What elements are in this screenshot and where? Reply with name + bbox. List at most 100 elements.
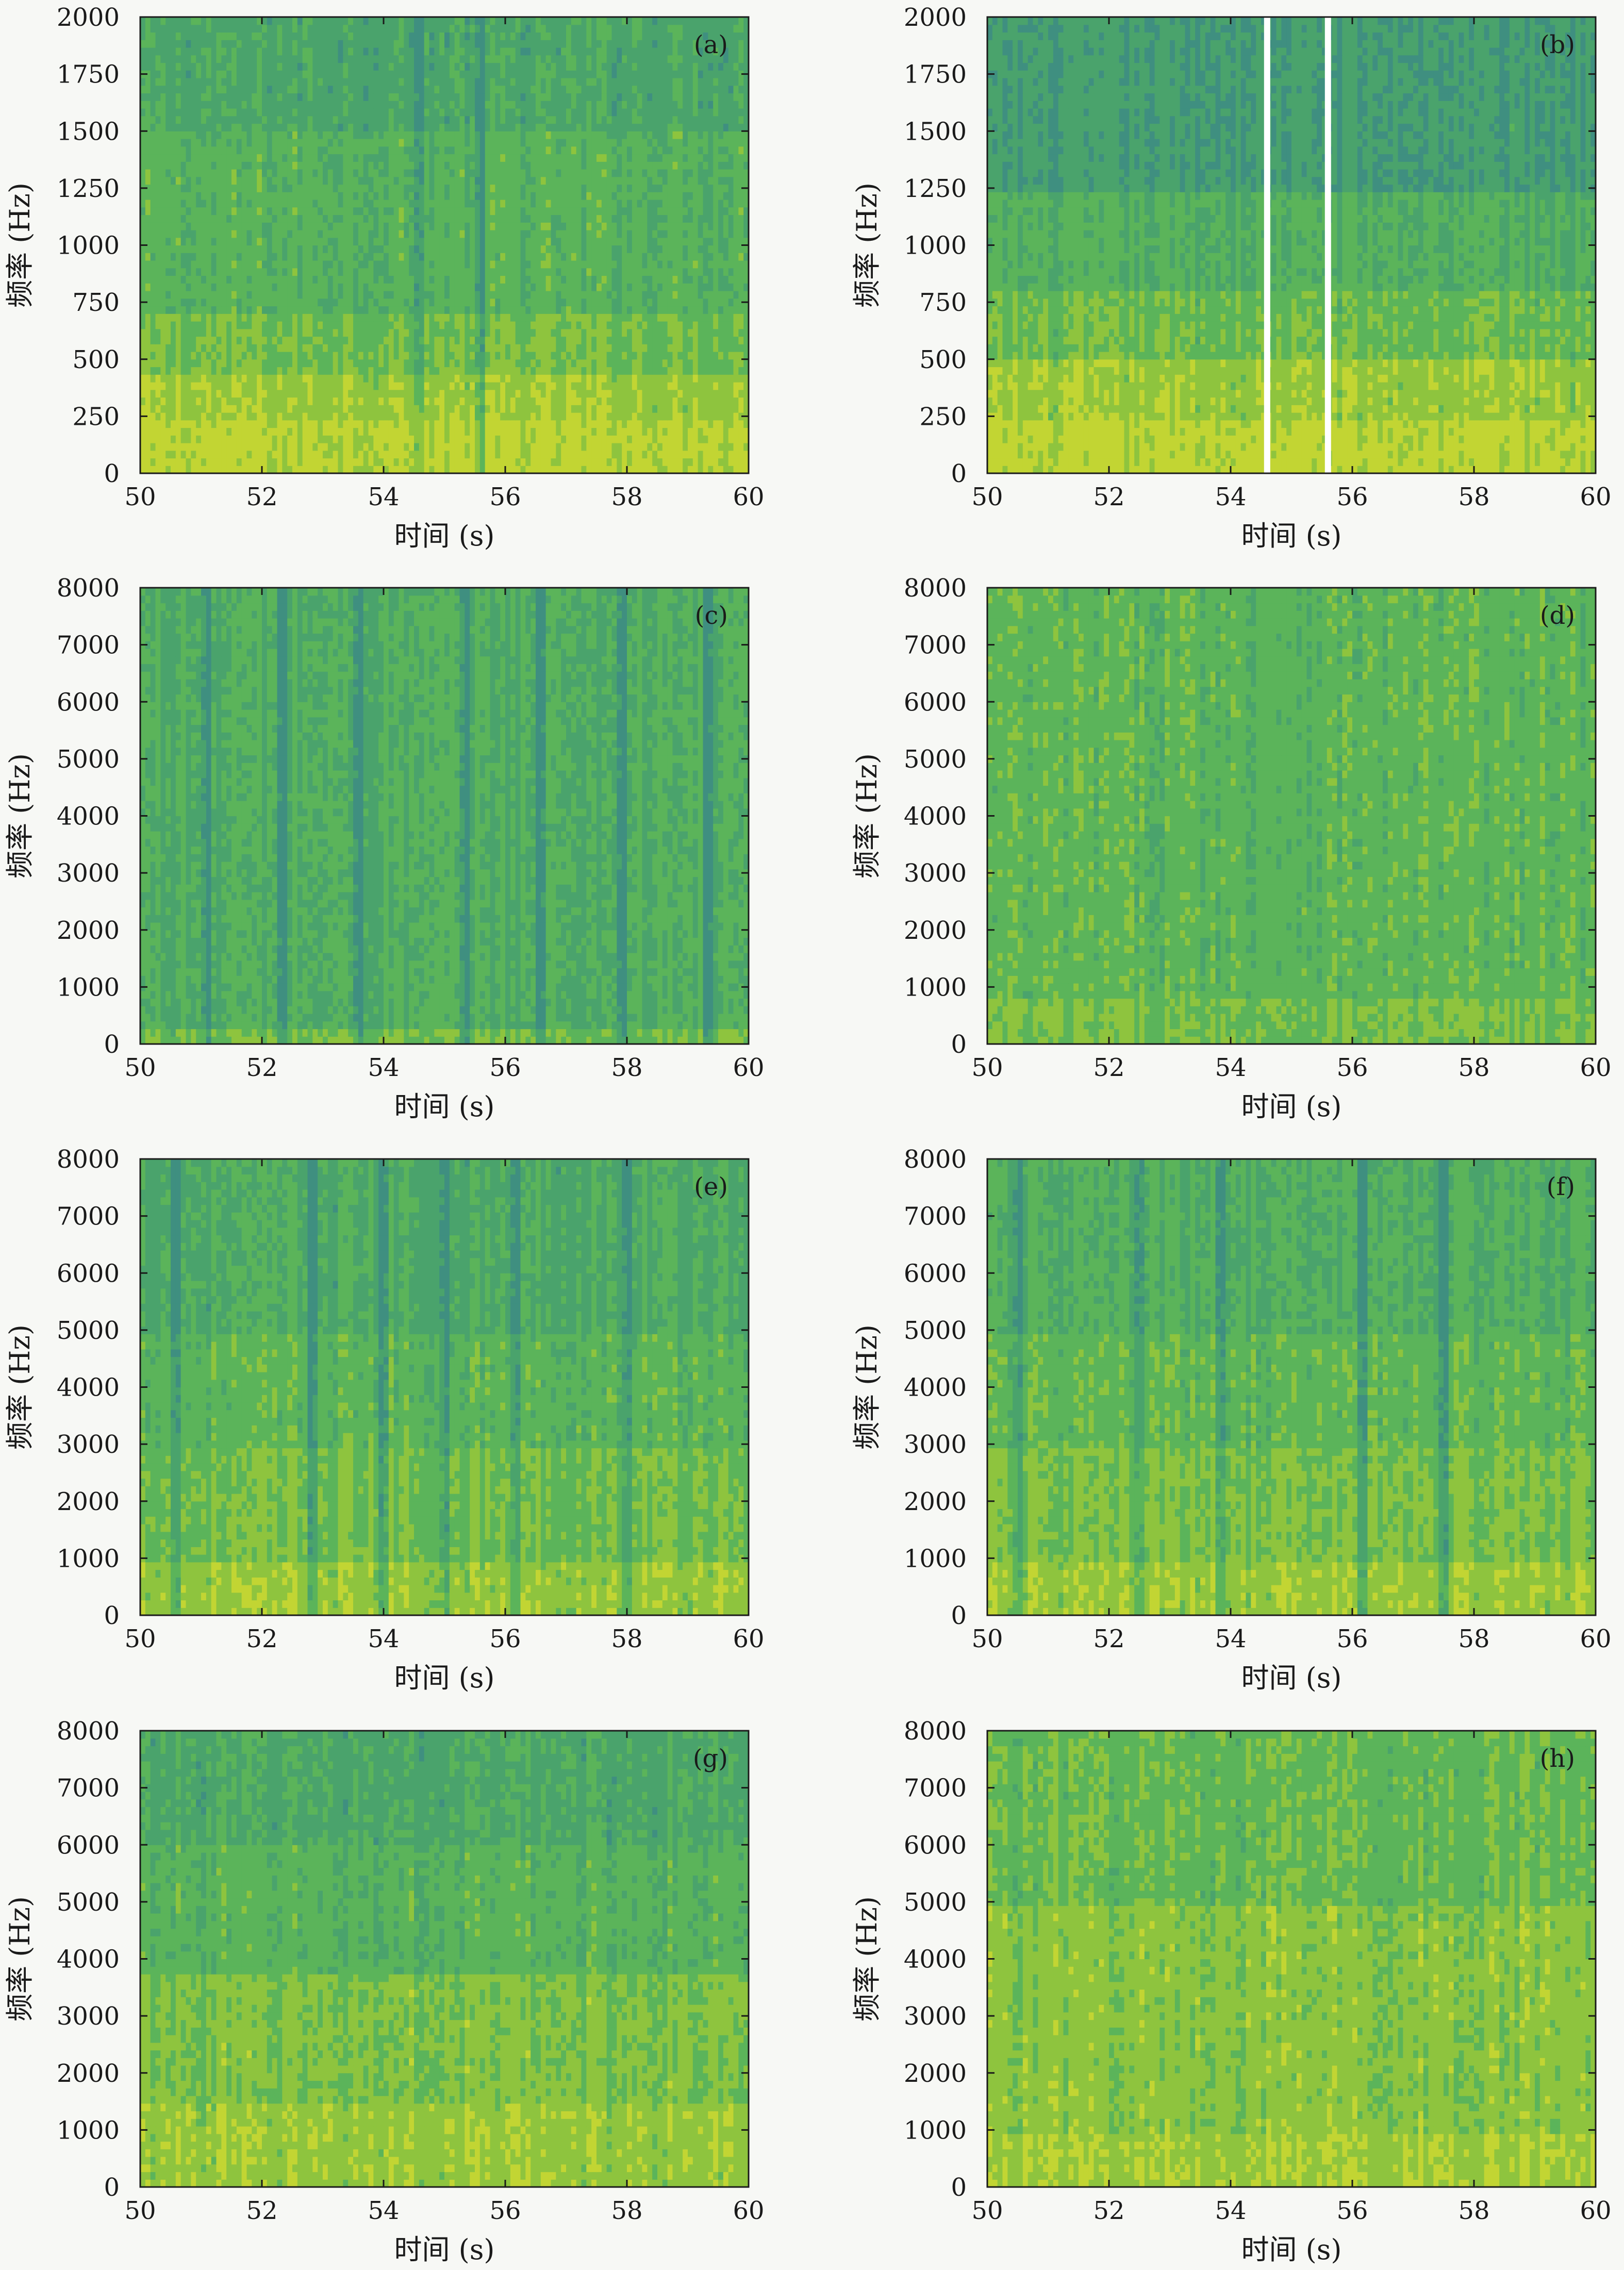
spectrogram-cell	[156, 420, 161, 428]
spectrogram-cell	[450, 352, 455, 359]
spectrogram-cell	[181, 420, 186, 428]
spectrogram-cell	[237, 299, 242, 306]
spectrogram-cell	[247, 359, 252, 367]
spectrogram-cell	[627, 352, 632, 359]
spectrogram-cell	[434, 443, 439, 451]
spectrogram-cell	[516, 458, 521, 466]
spectrogram-cell	[165, 337, 171, 344]
spectrogram-cell	[282, 329, 287, 337]
spectrogram-cell	[277, 306, 283, 314]
spectrogram-cell	[688, 329, 693, 337]
spectrogram-cell	[201, 405, 206, 412]
spectrogram-cell	[475, 390, 480, 397]
spectrogram-cell	[409, 466, 414, 473]
spectrogram-cell	[267, 420, 272, 428]
spectrogram-cell	[531, 306, 536, 314]
spectrogram-cell	[627, 299, 632, 306]
spectrogram-cell	[591, 352, 596, 359]
spectrogram-cell	[596, 390, 602, 397]
spectrogram-cell	[333, 466, 338, 473]
spectrogram-cell	[576, 466, 582, 473]
spectrogram-cell	[394, 321, 399, 329]
spectrogram-cell	[318, 306, 323, 314]
spectrogram-cell	[312, 390, 318, 397]
spectrogram-cell	[652, 337, 657, 344]
spectrogram-cell	[378, 352, 384, 359]
spectrogram-cell	[231, 435, 237, 443]
spectrogram-cell	[480, 397, 485, 405]
spectrogram-cell	[673, 306, 678, 314]
spectrogram-cell	[673, 359, 678, 367]
spectrogram-cell	[576, 337, 582, 344]
spectrogram-cell	[176, 329, 181, 337]
spectrogram-cells	[140, 17, 749, 474]
spectrogram-cell	[338, 337, 343, 344]
spectrogram-cell	[673, 451, 678, 458]
spectrogram-cell	[582, 443, 587, 451]
spectrogram-cell	[642, 458, 648, 466]
spectrogram-cell	[247, 420, 252, 428]
spectrogram-cell	[450, 420, 455, 428]
spectrogram-cell	[607, 451, 612, 458]
spectrogram-cell	[201, 352, 206, 359]
spectrogram-cell	[409, 428, 414, 436]
spectrogram-cell	[277, 428, 283, 436]
spectrogram-cell	[384, 466, 389, 473]
spectrogram-cell	[369, 390, 374, 397]
spectrogram-cell	[363, 382, 369, 390]
spectrogram-cell	[186, 359, 191, 367]
spectrogram-cell	[145, 306, 151, 314]
spectrogram-cell	[353, 329, 358, 337]
spectrogram-cell	[211, 458, 217, 466]
spectrogram-cell	[353, 382, 358, 390]
spectrogram-cell	[677, 466, 683, 473]
spectrogram-cell	[647, 306, 652, 314]
spectrogram-cell	[165, 420, 171, 428]
spectrogram-cell	[516, 367, 521, 375]
spectrogram-cell	[708, 435, 713, 443]
spectrogram-cell	[734, 313, 739, 321]
spectrogram-cell	[602, 299, 607, 306]
spectrogram-cell	[531, 458, 536, 466]
spectrogram-cell	[419, 374, 424, 382]
spectrogram-cell	[312, 337, 318, 344]
spectrogram-cell	[186, 374, 191, 382]
spectrogram-cell	[693, 390, 698, 397]
spectrogram-cell	[287, 420, 292, 428]
spectrogram-cell	[439, 382, 444, 390]
spectrogram-cell	[297, 337, 303, 344]
spectrogram-cell	[439, 466, 444, 473]
spectrogram-cell	[217, 359, 222, 367]
spectrogram-cell	[181, 291, 186, 299]
spectrogram-cell	[277, 329, 283, 337]
spectrogram-cell	[211, 359, 217, 367]
spectrogram-cell	[409, 420, 414, 428]
spectrogram-cell	[734, 390, 739, 397]
spectrogram-cell	[145, 420, 151, 428]
spectrogram-cell	[723, 337, 728, 344]
spectrogram-cell	[429, 390, 435, 397]
spectrogram-cell	[480, 405, 485, 412]
spectrogram-cell	[693, 397, 698, 405]
spectrogram-cell	[475, 420, 480, 428]
spectrogram-cell	[551, 405, 556, 412]
spectrogram-cell	[632, 397, 637, 405]
spectrogram-cell	[384, 412, 389, 420]
spectrogram-cell	[647, 382, 652, 390]
spectrogram-cell	[673, 382, 678, 390]
spectrogram-cell	[470, 435, 475, 443]
spectrogram-cell	[465, 299, 470, 306]
spectrogram-cell	[622, 382, 627, 390]
spectrogram-cell	[500, 451, 505, 458]
spectrogram-cell	[531, 405, 536, 412]
spectrogram-cell	[140, 359, 145, 367]
spectrogram-cell	[475, 374, 480, 382]
spectrogram-cell	[389, 382, 394, 390]
spectrogram-cell	[297, 374, 303, 382]
spectrogram-cell	[333, 306, 338, 314]
spectrogram-cell	[683, 352, 688, 359]
spectrogram-cell	[272, 306, 277, 314]
spectrogram-cell	[607, 359, 612, 367]
spectrogram-cell	[231, 329, 237, 337]
spectrogram-cell	[673, 321, 678, 329]
